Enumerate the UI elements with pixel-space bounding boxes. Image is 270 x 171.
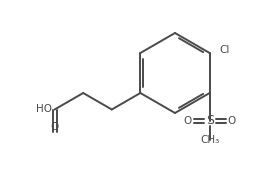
- Text: O: O: [184, 116, 192, 126]
- Text: Cl: Cl: [220, 45, 230, 55]
- Text: CH₃: CH₃: [200, 135, 219, 145]
- Text: S: S: [206, 115, 214, 128]
- Text: O: O: [228, 116, 236, 126]
- Text: HO: HO: [36, 103, 52, 114]
- Text: O: O: [50, 122, 59, 131]
